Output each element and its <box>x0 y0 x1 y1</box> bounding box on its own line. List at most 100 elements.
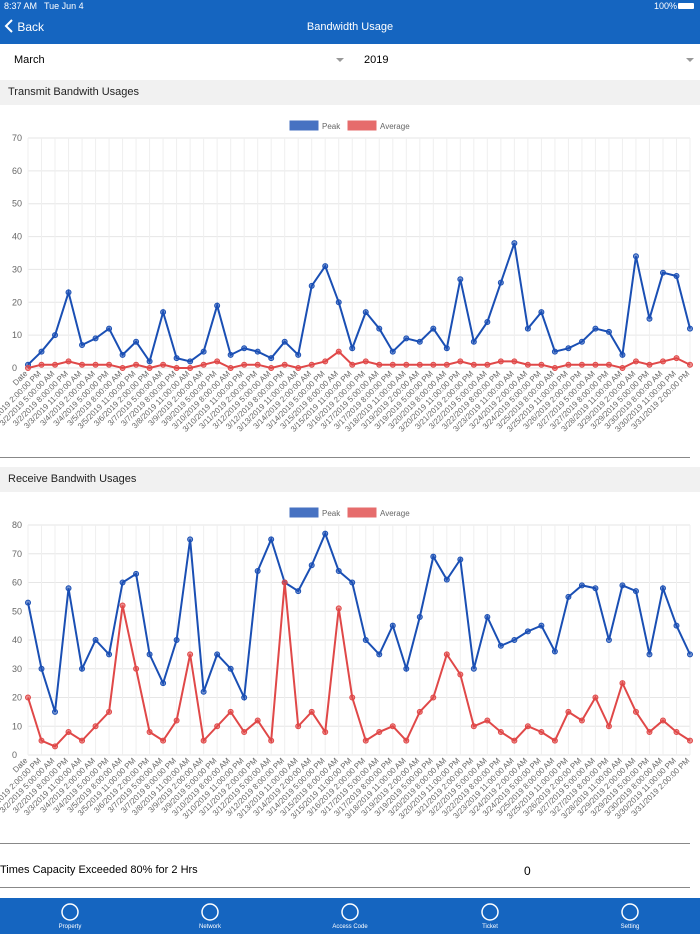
data-point <box>362 637 369 643</box>
data-point <box>79 665 86 672</box>
legend-swatch <box>347 120 377 131</box>
tab[interactable]: Ticket <box>420 898 560 934</box>
y-tick-label: 10 <box>12 721 22 731</box>
data-point <box>430 553 437 560</box>
data-point <box>254 361 261 368</box>
data-point <box>389 361 396 368</box>
data-point <box>335 299 342 306</box>
data-point <box>687 361 693 368</box>
data-point <box>281 338 288 345</box>
data-point <box>430 361 437 368</box>
data-point <box>632 708 639 715</box>
data-point <box>511 358 518 365</box>
tab-label: Property <box>58 924 82 930</box>
data-point <box>457 671 464 678</box>
data-point <box>106 325 113 332</box>
data-point <box>227 365 234 371</box>
data-point <box>659 585 666 592</box>
data-point <box>38 665 45 672</box>
data-point <box>470 361 477 368</box>
y-tick-label: 10 <box>12 330 22 340</box>
data-point <box>119 351 126 358</box>
data-point <box>254 717 261 724</box>
data-point <box>160 309 167 316</box>
data-point <box>79 342 86 348</box>
data-point <box>295 588 302 595</box>
tab[interactable]: Access Code <box>280 898 420 934</box>
data-point <box>403 361 410 368</box>
data-point <box>457 358 464 365</box>
tab-icon <box>481 903 499 921</box>
data-point <box>173 355 180 362</box>
data-point <box>497 279 504 286</box>
data-point <box>322 729 329 735</box>
data-point <box>551 648 558 655</box>
data-point <box>524 325 531 332</box>
data-point <box>592 325 599 332</box>
data-point <box>241 694 248 701</box>
tab[interactable]: Network <box>140 898 280 934</box>
data-point <box>308 708 315 715</box>
y-tick-label: 80 <box>12 520 22 530</box>
data-point <box>322 263 329 270</box>
data-point <box>241 345 248 352</box>
data-point <box>65 358 72 365</box>
data-point <box>52 332 59 339</box>
data-point <box>497 729 504 735</box>
data-point <box>295 351 302 358</box>
data-point <box>632 358 639 365</box>
data-point <box>403 737 410 744</box>
data-point <box>268 355 275 362</box>
data-point <box>497 642 504 649</box>
data-point <box>65 585 72 592</box>
data-point <box>160 361 167 368</box>
tab[interactable]: Setting <box>560 898 700 934</box>
data-point <box>241 361 248 368</box>
battery-icon <box>678 3 694 9</box>
tab-label: Access Code <box>332 924 368 930</box>
data-point <box>214 723 221 730</box>
data-point <box>619 582 626 589</box>
data-point <box>349 579 356 586</box>
y-tick-label: 40 <box>12 635 22 645</box>
data-point <box>457 276 464 283</box>
data-point <box>119 579 126 586</box>
data-point <box>565 361 572 368</box>
y-tick-label: 70 <box>12 133 22 143</box>
legend-swatch <box>347 507 377 518</box>
data-point <box>673 273 680 279</box>
year-select[interactable]: 2019 <box>364 54 389 66</box>
data-point <box>443 345 450 352</box>
y-tick-label: 30 <box>12 664 22 674</box>
legend-swatch <box>289 120 319 131</box>
battery-level: 100% <box>654 1 678 11</box>
data-point <box>362 737 369 744</box>
month-select[interactable]: March <box>14 54 45 66</box>
data-point <box>511 737 518 744</box>
data-point <box>524 628 531 635</box>
back-button[interactable]: Back <box>4 19 44 34</box>
divider <box>0 457 690 458</box>
data-point <box>538 361 545 368</box>
tab[interactable]: Property <box>0 898 140 934</box>
tab-bar: Property Network Access Code Ticket Setting <box>0 898 700 934</box>
data-point <box>389 348 396 355</box>
tab-icon <box>61 903 79 921</box>
y-tick-label: 20 <box>12 297 22 307</box>
data-point <box>92 361 99 368</box>
data-point <box>376 729 383 735</box>
legend-swatch <box>289 507 319 518</box>
data-point <box>106 651 113 658</box>
legend-label: Peak <box>322 509 341 518</box>
year-arrow <box>686 58 694 62</box>
data-point <box>632 253 639 260</box>
data-point <box>65 729 72 735</box>
data-point <box>565 593 572 600</box>
data-point <box>538 729 545 735</box>
data-point <box>376 651 383 658</box>
status-time: 8:37 AM <box>4 1 38 11</box>
data-point <box>659 269 666 276</box>
data-point <box>403 665 410 672</box>
data-point <box>443 361 450 368</box>
